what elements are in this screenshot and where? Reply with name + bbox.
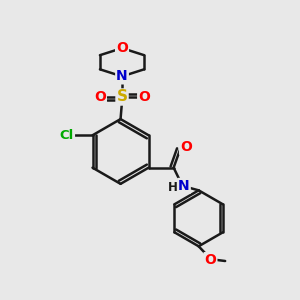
Text: O: O — [116, 41, 128, 55]
Text: Cl: Cl — [60, 129, 74, 142]
Text: O: O — [138, 90, 150, 104]
Text: H: H — [168, 181, 178, 194]
Text: O: O — [94, 90, 106, 104]
Text: O: O — [180, 140, 192, 154]
Text: N: N — [116, 69, 128, 83]
Text: N: N — [178, 179, 190, 193]
Text: S: S — [116, 89, 128, 104]
Text: O: O — [205, 253, 216, 267]
